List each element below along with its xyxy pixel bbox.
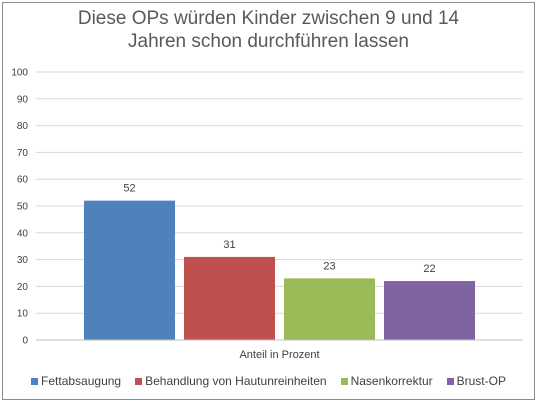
chart-title-line-2: Jahren schon durchführen lassen bbox=[128, 31, 409, 52]
bars bbox=[84, 200, 475, 340]
y-tick-label: 100 bbox=[11, 68, 28, 79]
data-label: 31 bbox=[223, 239, 235, 251]
data-label: 52 bbox=[123, 183, 135, 195]
y-tick-label: 40 bbox=[17, 228, 29, 239]
chart-title: Diese OPs würden Kinder zwischen 9 und 1… bbox=[0, 7, 537, 53]
legend-item: Behandlung von Hautunreinheiten bbox=[135, 374, 327, 388]
y-tick-label: 90 bbox=[17, 94, 29, 105]
y-tick-label: 10 bbox=[17, 309, 29, 320]
legend-item: Nasenkorrektur bbox=[340, 374, 433, 388]
y-axis-ticks: 0 10 20 30 40 50 60 70 80 90 100 bbox=[11, 68, 28, 347]
legend-item: Brust-OP bbox=[446, 374, 506, 388]
y-tick-label: 60 bbox=[17, 175, 29, 186]
y-tick-label: 20 bbox=[17, 282, 29, 293]
y-tick-label: 70 bbox=[17, 148, 29, 159]
legend-swatch bbox=[446, 377, 454, 385]
data-label: 23 bbox=[323, 260, 335, 272]
y-tick-label: 50 bbox=[17, 202, 29, 213]
legend: Fettabsaugung Behandlung von Hautunreinhe… bbox=[0, 374, 537, 388]
bar-nasenkorrektur bbox=[284, 278, 375, 340]
legend-swatch bbox=[135, 377, 143, 385]
legend-label: Nasenkorrektur bbox=[350, 374, 433, 388]
chart-title-line-1: Diese OPs würden Kinder zwischen 9 und 1… bbox=[77, 8, 460, 29]
legend-label: Fettabsaugung bbox=[41, 374, 122, 388]
bar-behandlung-von-hautunreinheiten bbox=[184, 256, 275, 340]
bar-fettabsaugung bbox=[84, 200, 175, 340]
y-tick-label: 30 bbox=[17, 255, 29, 266]
legend-label: Behandlung von Hautunreinheiten bbox=[145, 374, 327, 388]
y-tick-label: 80 bbox=[17, 121, 29, 132]
legend-item: Fettabsaugung bbox=[31, 374, 121, 388]
bar-brust-op bbox=[384, 281, 475, 340]
legend-swatch bbox=[31, 377, 39, 385]
data-label: 22 bbox=[423, 263, 435, 275]
data-labels: 52 31 23 22 bbox=[123, 183, 435, 275]
y-tick-label: 0 bbox=[22, 336, 28, 347]
legend-label: Brust-OP bbox=[456, 374, 506, 388]
x-axis-label: Anteil in Prozent bbox=[239, 349, 319, 361]
legend-swatch bbox=[340, 377, 348, 385]
